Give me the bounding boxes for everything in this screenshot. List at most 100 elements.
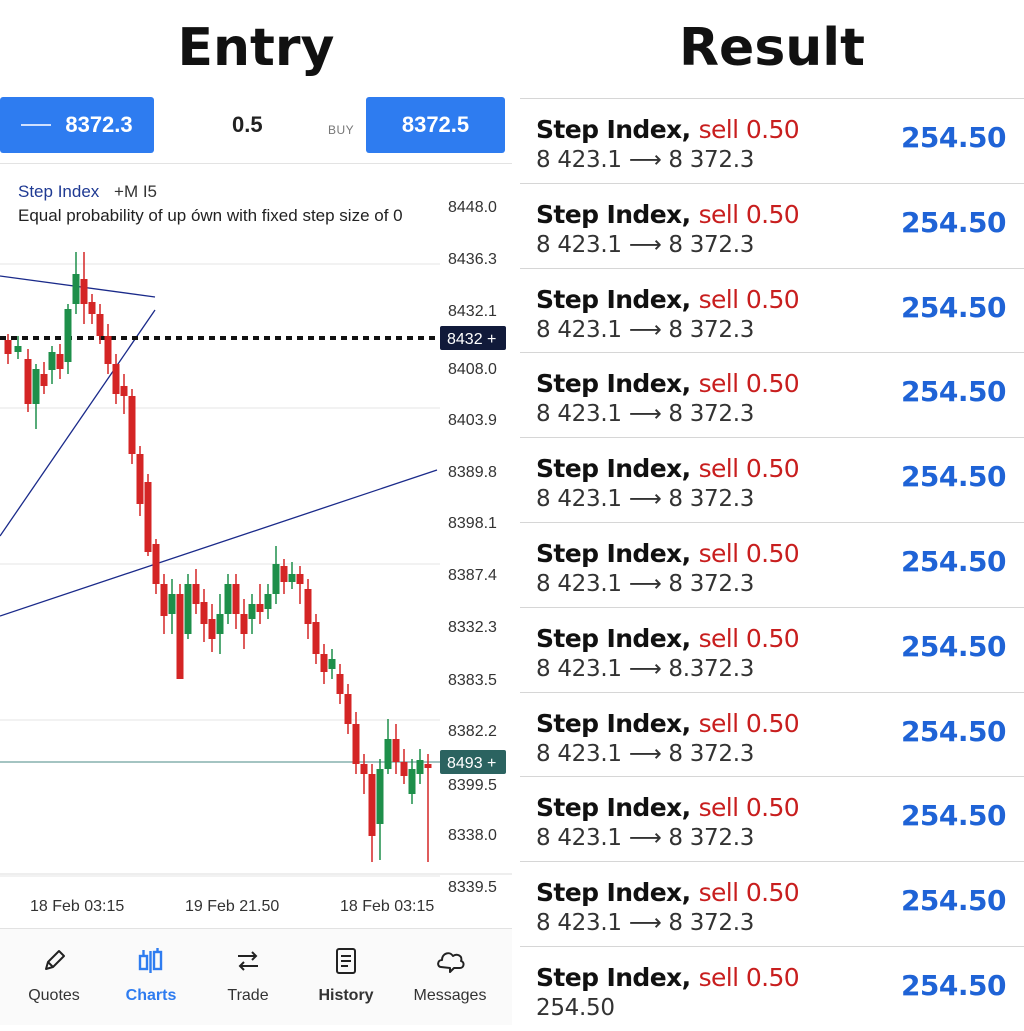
candle-down <box>200 602 208 624</box>
result-row[interactable]: Step Index, sell 0.50 8 423.1 ⟶ 8 372.3 25… <box>520 861 1024 946</box>
nav-trade-label: Trade <box>227 987 269 1004</box>
price-tick-label: 8387.4 <box>448 567 497 584</box>
candle-down <box>152 544 160 584</box>
result-side: sell 0.50 <box>698 199 800 229</box>
nav-messages[interactable]: Messages <box>400 929 500 1025</box>
result-row[interactable]: Step Index, sell 0.50 254.50 254.50 <box>520 946 1024 1031</box>
result-symbol: Step Index, <box>536 623 691 653</box>
chart-area[interactable]: 8448.0 8436.3 8432.1 8408.0 8403.9 8389.8 8398… <box>0 164 512 928</box>
candle-down <box>128 396 136 454</box>
result-row[interactable]: Step Index, sell 0.50 8 423.1 ⟶ 8 372.3 25… <box>520 522 1024 607</box>
result-side: sell 0.50 <box>698 115 800 144</box>
result-detail: 8 423.1 ⟶ 8 372.3 <box>536 910 755 937</box>
result-profit: 254.50 <box>900 121 1007 154</box>
price-tick-label: 8403.9 <box>448 412 497 429</box>
result-side: sell 0.50 <box>698 284 800 314</box>
candle-down <box>40 374 48 386</box>
result-detail: 8 423.1 ⟶ 8.372.3 <box>536 655 755 682</box>
candle-down <box>208 619 216 639</box>
candle-down <box>80 279 88 304</box>
nav-messages-label: Messages <box>413 987 487 1004</box>
candle-up <box>14 346 22 352</box>
result-row[interactable]: Step Index, sell 0.50 8 423.1 ⟶ 8 372.3 25… <box>520 98 1024 183</box>
result-profit: 254.50 <box>900 629 1007 663</box>
candle-down <box>232 584 240 614</box>
trend-line <box>0 309 156 537</box>
nav-trade[interactable]: Trade <box>198 929 298 1025</box>
chart-symbol: Step Index <box>18 182 100 201</box>
candle-down <box>320 654 328 672</box>
candle-up <box>376 769 384 824</box>
price-tick-label: 8436.3 <box>448 251 497 268</box>
price-marker-badge <box>440 750 506 774</box>
result-profit: 254.50 <box>900 460 1007 494</box>
candle-down <box>96 314 104 336</box>
candle-up <box>48 352 56 370</box>
nav-quotes[interactable]: Quotes <box>4 929 104 1025</box>
candle-down <box>136 454 144 504</box>
result-row[interactable]: Step Index, sell 0.50 8 423.1 ⟶ 8 372.3 25… <box>520 182 1024 268</box>
result-title: Step Index, sell 0.50 <box>536 963 800 992</box>
price-marker-label: 8432 + <box>447 331 496 348</box>
sell-price: 8372.3 <box>65 112 133 137</box>
candle-up <box>168 594 176 614</box>
result-side: sell 0.50 <box>698 708 800 738</box>
nav-history-label: History <box>318 987 374 1004</box>
result-profit: 254.50 <box>900 545 1007 578</box>
result-profit: 254.50 <box>900 290 1007 324</box>
chart-timeframe[interactable]: +M I5 <box>114 182 158 201</box>
candle-down <box>104 336 112 364</box>
result-title: Step Index, sell 0.50 <box>536 454 800 483</box>
nav-history[interactable]: History <box>296 929 396 1025</box>
result-symbol: Step Index, <box>536 963 691 992</box>
result-row[interactable]: Step Index, sell 0.50 8 423.1 ⟶ 8 372.3 25… <box>520 437 1024 522</box>
time-axis-label: 18 Feb 03:15 <box>30 898 124 915</box>
result-side: sell 0.50 <box>698 793 800 823</box>
price-marker-label: 8493 + <box>447 755 496 772</box>
result-symbol: Step Index, <box>536 708 691 738</box>
time-axis-label: 19 Feb 21.50 <box>185 898 279 915</box>
result-row[interactable]: Step Index, sell 0.50 8 423.1 ⟶ 8 372.3 25… <box>520 691 1024 777</box>
result-title: Step Index, sell 0.50 <box>536 199 800 229</box>
price-tick-label: 8408.0 <box>448 361 497 378</box>
result-row[interactable]: Step Index, sell 0.50 8 423.1 ⟶ 8.372.3 25… <box>520 606 1024 692</box>
time-axis-label: 18 Feb 03:15 <box>340 898 434 915</box>
sell-button[interactable]: 8372.3 <box>0 97 154 153</box>
candle-down <box>4 340 12 354</box>
price-tick-label: 8432.1 <box>448 303 497 320</box>
price-tick-label: 8399.5 <box>448 777 497 794</box>
trade-arrows-icon <box>238 951 258 971</box>
result-symbol: Step Index, <box>536 878 691 908</box>
candle-down <box>160 584 168 616</box>
buy-price: 8372.5 <box>401 112 470 137</box>
candle-down <box>336 674 344 694</box>
price-marker-badge <box>440 326 506 350</box>
buy-button[interactable]: 8372.5 <box>366 97 505 153</box>
price-tick-label: 8332.3 <box>448 619 497 636</box>
trade-bar: 8372.3 0.5 BUY 8372.5 <box>0 96 512 154</box>
result-side: sell 0.50 <box>698 963 800 992</box>
result-detail: 254.50 <box>536 995 615 1021</box>
candle-down <box>120 386 128 396</box>
result-profit: 254.50 <box>900 714 1007 748</box>
result-side: sell 0.50 <box>698 878 800 908</box>
result-heading: Result <box>679 18 865 78</box>
nav-quotes-label: Quotes <box>28 987 80 1004</box>
price-chart[interactable]: 8448.0 8436.3 8432.1 8408.0 8403.9 8389.8 8398… <box>0 164 512 928</box>
candle-up <box>224 584 232 614</box>
result-row[interactable]: Step Index, sell 0.50 8 423.1 ⟶ 8 372.3 25… <box>520 352 1024 437</box>
result-title: Step Index, sell 0.50 <box>536 369 800 398</box>
candle-up <box>32 369 40 404</box>
result-symbol: Step Index, <box>536 539 691 568</box>
nav-charts[interactable]: Charts <box>101 929 201 1025</box>
candle-up <box>64 309 72 362</box>
candle-up <box>248 604 256 619</box>
volume-value[interactable]: 0.5 <box>232 112 263 137</box>
result-detail: 8 423.1 ⟶ 8 372.3 <box>536 231 755 258</box>
result-row[interactable]: Step Index, sell 0.50 8 423.1 ⟶ 8 372.3 25… <box>520 267 1024 353</box>
result-profit: 254.50 <box>900 884 1007 918</box>
price-tick-label: 8448.0 <box>448 199 497 216</box>
result-symbol: Step Index, <box>536 284 691 314</box>
result-row[interactable]: Step Index, sell 0.50 8 423.1 ⟶ 8 372.3 25… <box>520 776 1024 861</box>
price-tick-label: 8398.1 <box>448 515 497 532</box>
